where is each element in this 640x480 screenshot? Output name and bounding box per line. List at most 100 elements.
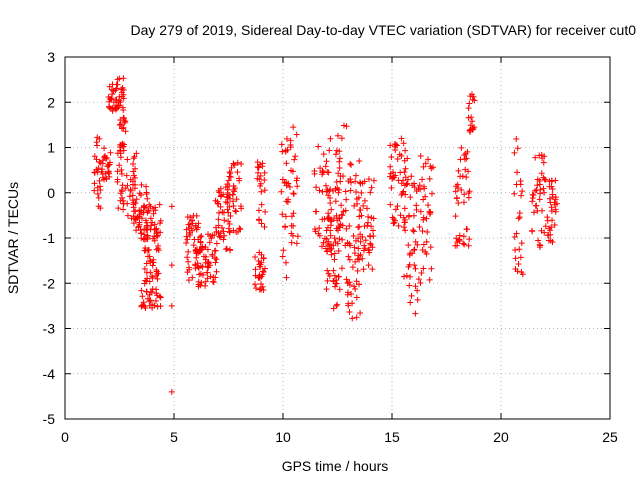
data-point — [138, 287, 145, 294]
data-point — [334, 184, 341, 191]
data-point — [458, 186, 465, 193]
data-point — [186, 266, 193, 273]
data-point — [371, 177, 378, 184]
data-point — [313, 208, 320, 215]
data-point — [197, 239, 204, 246]
y-tick-label: -5 — [43, 411, 56, 427]
data-point — [223, 245, 230, 252]
data-point — [212, 224, 219, 231]
data-point — [258, 188, 265, 195]
data-point — [515, 215, 522, 222]
x-tick-labels: 0 5 10 15 20 25 — [61, 429, 618, 445]
data-point — [288, 167, 295, 174]
data-point — [398, 135, 405, 142]
data-point — [168, 203, 175, 210]
data-point — [316, 187, 323, 194]
data-point — [540, 159, 547, 166]
data-point — [335, 273, 342, 280]
data-point — [331, 235, 338, 242]
data-point — [168, 302, 175, 309]
data-point — [549, 186, 556, 193]
data-point — [530, 192, 537, 199]
data-point — [357, 251, 364, 258]
data-point — [322, 163, 329, 170]
data-point — [353, 294, 360, 301]
data-point — [422, 160, 429, 167]
data-point — [147, 257, 154, 264]
data-point — [106, 104, 113, 111]
data-point — [229, 191, 236, 198]
data-point — [184, 236, 191, 243]
data-point — [512, 246, 519, 253]
data-point — [328, 206, 335, 213]
data-point — [415, 185, 422, 192]
data-point — [154, 292, 161, 299]
data-point — [333, 280, 340, 287]
data-point — [143, 227, 150, 234]
data-point — [349, 315, 356, 322]
data-point — [548, 208, 555, 215]
data-point — [356, 213, 363, 220]
data-point — [96, 158, 103, 165]
x-tick-label: 25 — [602, 429, 618, 445]
data-point — [417, 279, 424, 286]
data-point — [333, 277, 340, 284]
data-point — [118, 166, 125, 173]
data-point — [281, 180, 288, 187]
data-point — [390, 169, 397, 176]
data-point — [225, 177, 232, 184]
data-point — [195, 264, 202, 271]
data-point — [412, 238, 419, 245]
data-point — [414, 241, 421, 248]
data-point — [156, 293, 163, 300]
data-point — [284, 199, 291, 206]
data-point — [146, 253, 153, 260]
data-point — [548, 224, 555, 231]
data-point — [251, 281, 258, 288]
y-axis-label: SDTVAR / TECUs — [5, 182, 21, 294]
data-point — [542, 176, 549, 183]
data-point — [212, 259, 219, 266]
data-point — [155, 247, 162, 254]
data-point — [388, 184, 395, 191]
data-point — [513, 136, 520, 143]
data-point — [346, 256, 353, 263]
data-point — [151, 302, 158, 309]
data-point — [423, 215, 430, 222]
data-point — [552, 208, 559, 215]
data-point — [331, 256, 338, 263]
data-point — [365, 262, 372, 269]
data-point — [148, 222, 155, 229]
data-point — [540, 185, 547, 192]
data-point — [107, 96, 114, 103]
data-point — [392, 141, 399, 148]
data-point — [387, 201, 394, 208]
data-point — [427, 163, 434, 170]
data-point — [105, 169, 112, 176]
data-point — [407, 194, 414, 201]
data-point — [217, 230, 224, 237]
data-point — [290, 190, 297, 197]
data-point — [365, 176, 372, 183]
data-point — [138, 181, 145, 188]
y-tick-labels: -5 -4 -3 -2 -1 0 1 2 3 — [43, 49, 56, 427]
data-point — [400, 224, 407, 231]
data-point — [426, 208, 433, 215]
data-point — [455, 199, 462, 206]
data-point — [454, 185, 461, 192]
data-point — [122, 118, 129, 125]
data-point — [317, 165, 324, 172]
data-point — [511, 190, 518, 197]
data-point — [340, 122, 347, 129]
data-point — [138, 230, 145, 237]
data-point — [121, 119, 128, 126]
data-point — [352, 258, 359, 265]
data-point — [130, 220, 137, 227]
data-point — [426, 276, 433, 283]
data-point — [330, 242, 337, 249]
data-point — [287, 141, 294, 148]
data-point — [332, 283, 339, 290]
data-point — [101, 145, 108, 152]
data-point — [149, 219, 156, 226]
data-point — [122, 128, 129, 135]
